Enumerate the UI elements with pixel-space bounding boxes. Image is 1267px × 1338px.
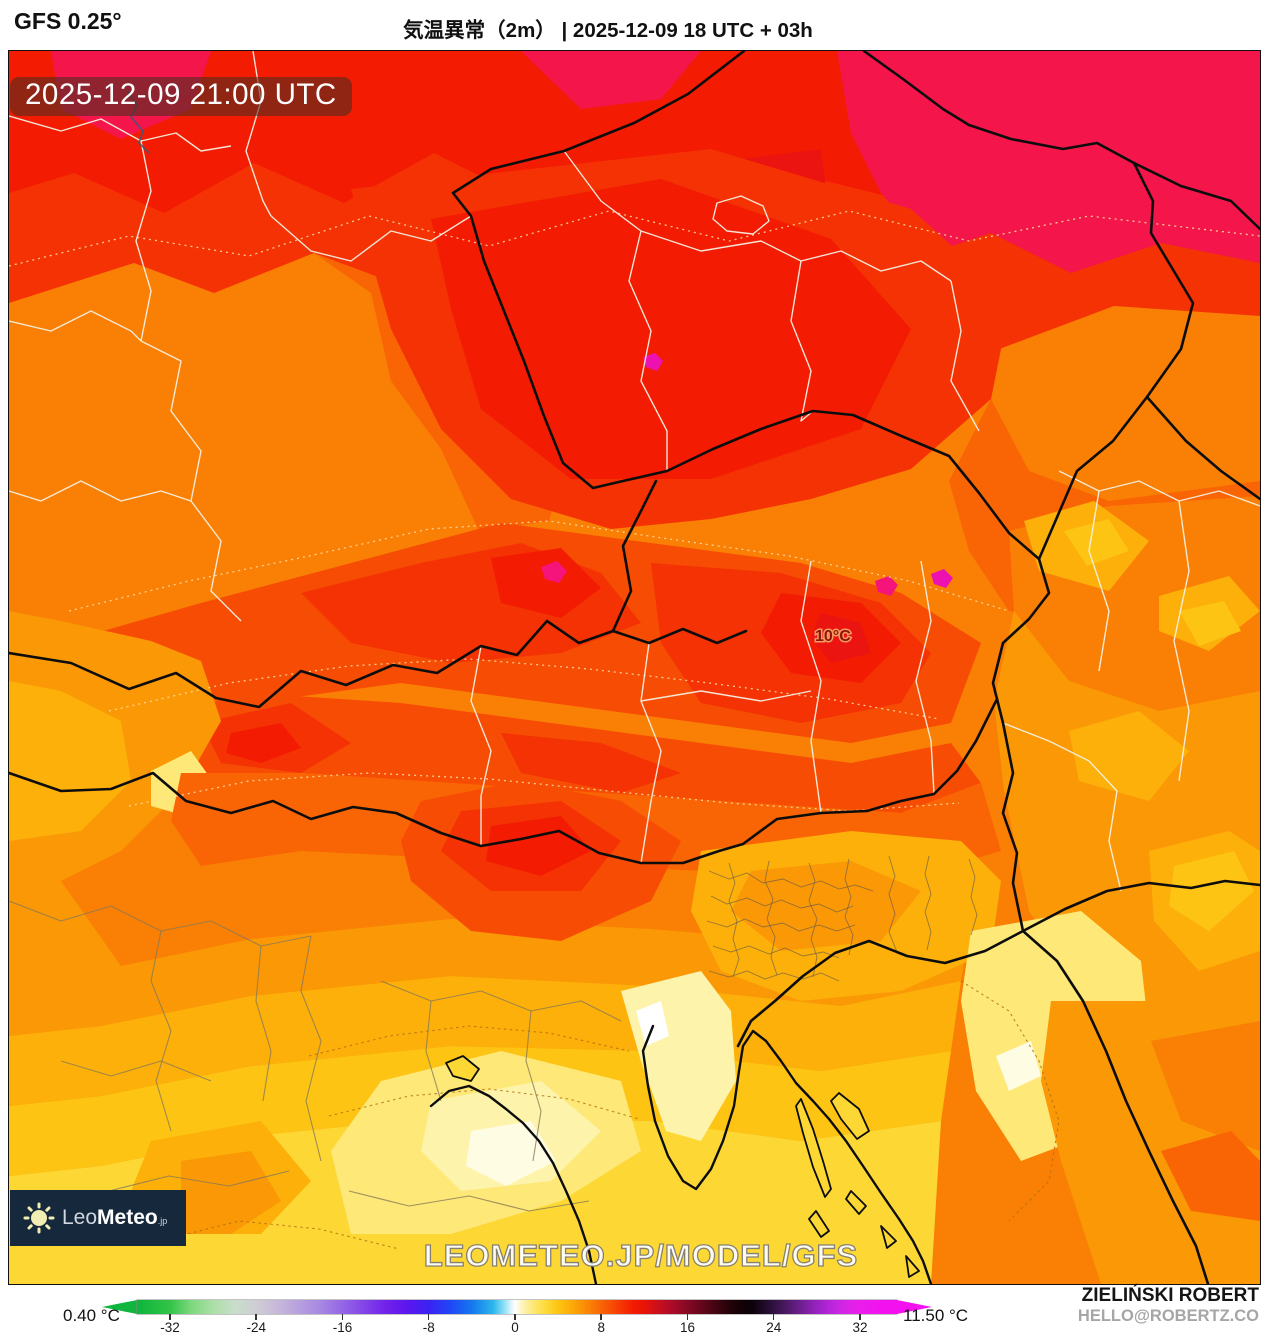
legend-tick-label: -16 bbox=[332, 1320, 353, 1335]
legend-tick bbox=[859, 1314, 861, 1320]
logo-leo: Leo bbox=[62, 1206, 98, 1229]
legend-tick bbox=[514, 1314, 516, 1320]
contour-value-label: 10°C bbox=[815, 628, 851, 645]
logo-tld: .jp bbox=[157, 1216, 168, 1226]
legend-tick-label: 0 bbox=[511, 1320, 519, 1335]
province-borders bbox=[9, 900, 622, 1212]
legend-tick bbox=[772, 1314, 775, 1320]
author-name: ZIELIŃSKI ROBERT bbox=[1081, 1285, 1259, 1306]
legend-tick-label: -32 bbox=[160, 1320, 180, 1335]
logo-meteo: Meteo bbox=[97, 1206, 158, 1229]
sun-icon bbox=[23, 1202, 55, 1234]
contour-lines bbox=[9, 210, 1260, 1250]
legend-tick-label: -24 bbox=[246, 1320, 266, 1335]
legend-max-label: 11.50 °C bbox=[903, 1306, 969, 1325]
legend-tick bbox=[341, 1314, 344, 1320]
author-credit: ZIELIŃSKI ROBERT HELLO@ROBERTZ.CO bbox=[1078, 1285, 1259, 1326]
model-label: GFS 0.25° bbox=[14, 8, 122, 34]
page-title: 気温異常（2m） | 2025-12-09 18 UTC + 03h bbox=[403, 19, 813, 42]
municipality-mesh bbox=[706, 855, 978, 982]
legend-tick-label: -8 bbox=[422, 1320, 435, 1335]
colorbar bbox=[137, 1300, 897, 1314]
legend-tick-label: 24 bbox=[766, 1320, 782, 1335]
temperature-fill-layer bbox=[9, 51, 1260, 1284]
legend-tick bbox=[686, 1314, 689, 1320]
map-canvas: 10°C bbox=[9, 51, 1260, 1284]
legend-tick bbox=[255, 1314, 257, 1320]
logo-wordmark: LeoMeteo.jp bbox=[62, 1206, 167, 1230]
legend-tick bbox=[169, 1314, 171, 1320]
leometeo-logo: LeoMeteo.jp bbox=[10, 1190, 186, 1246]
legend-tick-label: 16 bbox=[679, 1320, 695, 1335]
legend-tick-label: 8 bbox=[597, 1320, 605, 1335]
country-borders bbox=[9, 51, 1260, 1284]
legend-tick-label: 32 bbox=[852, 1320, 868, 1335]
legend-min-label: 0.40 °C bbox=[63, 1306, 120, 1325]
region-borders bbox=[9, 51, 1260, 892]
legend-tick bbox=[600, 1314, 602, 1320]
coastlines bbox=[429, 1024, 933, 1284]
author-email: HELLO@ROBERTZ.CO bbox=[1077, 1306, 1259, 1325]
timestamp-badge: 2025-12-09 21:00 UTC bbox=[10, 77, 352, 116]
temperature-anomaly-map: 10°C bbox=[8, 50, 1261, 1285]
legend-tick bbox=[427, 1314, 430, 1320]
watermark: LEOMETEO.JP/MODEL/GFS bbox=[423, 1237, 859, 1273]
